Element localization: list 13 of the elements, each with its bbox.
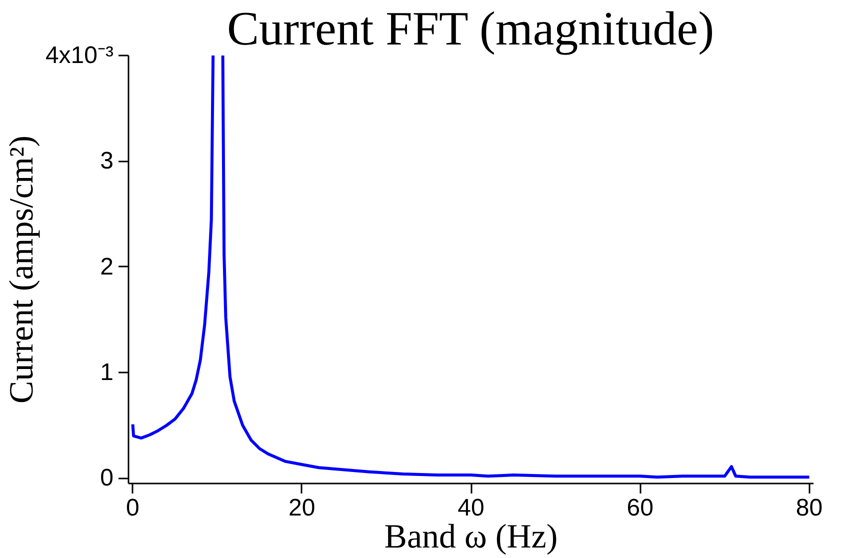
x-tick-label: 40 [458, 494, 484, 522]
x-tick-label: 20 [288, 494, 316, 522]
x-tick-label: 60 [626, 494, 654, 522]
y-tick-label: 3 [100, 148, 114, 175]
text: 4x10⁻³ [45, 42, 114, 69]
x-tick-label: 0 [126, 494, 140, 522]
y-tick-label: 2 [100, 253, 114, 280]
y-axis-title: Current (amps/cm²) [3, 136, 40, 404]
y-tick-label: 0 [100, 464, 114, 492]
y-tick-label: 1 [100, 359, 114, 386]
chart-title: Current FFT (magnitude) [227, 2, 714, 56]
x-tick-label: 80 [796, 494, 823, 522]
x-axis-title: Band ω (Hz) [384, 518, 558, 556]
